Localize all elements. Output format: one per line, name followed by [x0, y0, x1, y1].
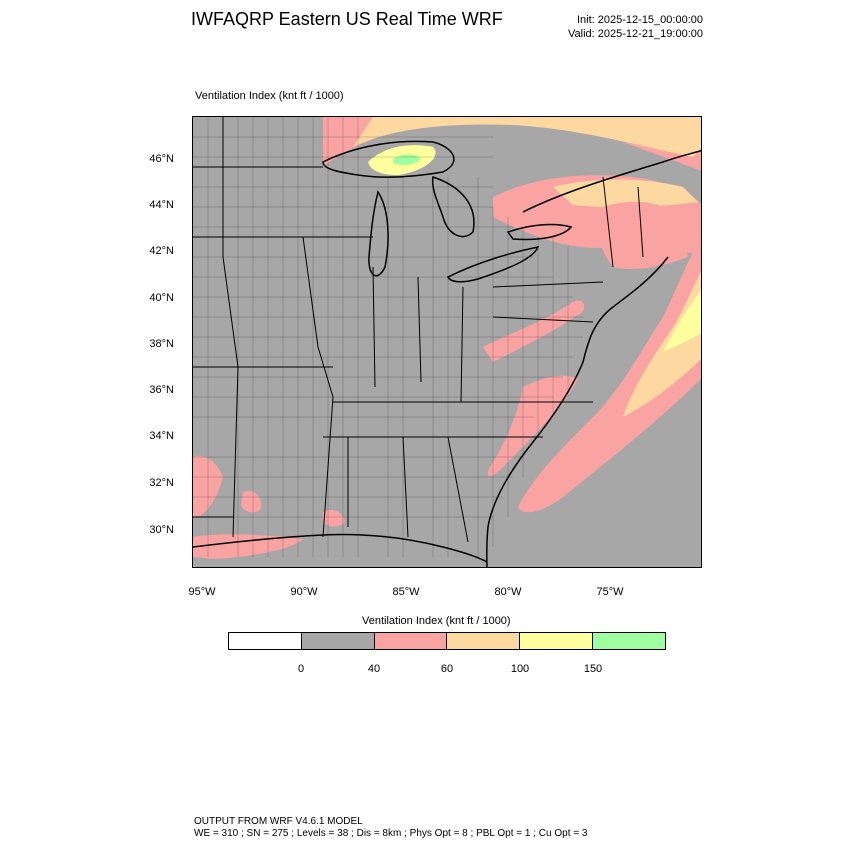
field-appalachian-pink — [483, 300, 585, 362]
lon-label-95: 95°W — [188, 586, 216, 598]
lon-label-80: 80°W — [494, 586, 522, 598]
lon-label-85: 85°W — [392, 586, 420, 598]
field-gulf-pink-2 — [241, 490, 262, 513]
legend-tick-150: 150 — [583, 663, 603, 675]
footer-line-1: OUTPUT FROM WRF V4.6.1 MODEL — [194, 816, 363, 827]
county-borders — [193, 117, 583, 557]
legend-title: Ventilation Index (knt ft / 1000) — [362, 615, 511, 627]
lake-ontario — [506, 223, 573, 241]
timing-info: Init: 2025-12-15_00:00:00 Valid: 2025-12… — [568, 13, 703, 41]
lat-label-32: 32°N — [149, 477, 174, 489]
legend-swatch-0 — [229, 633, 302, 649]
gulf-coast — [193, 533, 488, 563]
coastlines — [193, 140, 701, 567]
legend-tick-40: 40 — [367, 663, 381, 675]
field-north-orange — [353, 117, 701, 157]
lat-label-40: 40°N — [149, 292, 174, 304]
lat-label-44: 44°N — [149, 199, 174, 211]
lake-erie — [446, 245, 540, 283]
field-carolina-pink — [487, 375, 578, 477]
field-atlantic-yellow — [663, 289, 701, 352]
lake-huron — [431, 176, 475, 238]
legend-bar — [228, 632, 666, 650]
legend-swatch-3 — [447, 633, 521, 649]
legend-swatch-2 — [374, 633, 448, 649]
ventilation-field — [193, 117, 701, 559]
lon-label-90: 90°W — [290, 586, 318, 598]
legend-tick-100: 100 — [510, 663, 530, 675]
legend-tick-0: 0 — [297, 663, 305, 675]
variable-subtitle: Ventilation Index (knt ft / 1000) — [195, 90, 344, 102]
legend-swatch-4 — [520, 633, 594, 649]
legend-swatch-5 — [593, 633, 665, 649]
field-newengland — [597, 201, 688, 269]
footer-line-2: WE = 310 ; SN = 275 ; Levels = 38 ; Dis … — [194, 828, 588, 839]
model-footer: OUTPUT FROM WRF V4.6.1 MODEL WE = 310 ; … — [194, 816, 587, 840]
lat-label-36: 36°N — [149, 384, 174, 396]
valid-time: Valid: 2025-12-21_19:00:00 — [568, 28, 703, 40]
lat-label-30: 30°N — [149, 524, 174, 536]
map-canvas — [193, 117, 701, 567]
lat-label-38: 38°N — [149, 338, 174, 350]
lat-label-42: 42°N — [149, 245, 174, 257]
lat-label-46: 46°N — [149, 153, 174, 165]
init-time: Init: 2025-12-15_00:00:00 — [577, 14, 703, 26]
map-frame — [192, 116, 702, 568]
field-gulf-pink-4 — [193, 534, 303, 559]
field-ne-orange — [553, 179, 698, 208]
legend-swatch-1 — [301, 633, 375, 649]
lon-label-75: 75°W — [596, 586, 624, 598]
lat-label-34: 34°N — [149, 430, 174, 442]
field-gulf-pink-3 — [323, 510, 345, 527]
map-title: IWFAQRP Eastern US Real Time WRF — [191, 9, 503, 29]
lake-michigan — [368, 190, 389, 277]
legend-tick-60: 60 — [440, 663, 454, 675]
lake-superior — [322, 140, 455, 178]
field-atlantic-orange — [623, 271, 701, 417]
st-lawrence — [522, 149, 701, 213]
